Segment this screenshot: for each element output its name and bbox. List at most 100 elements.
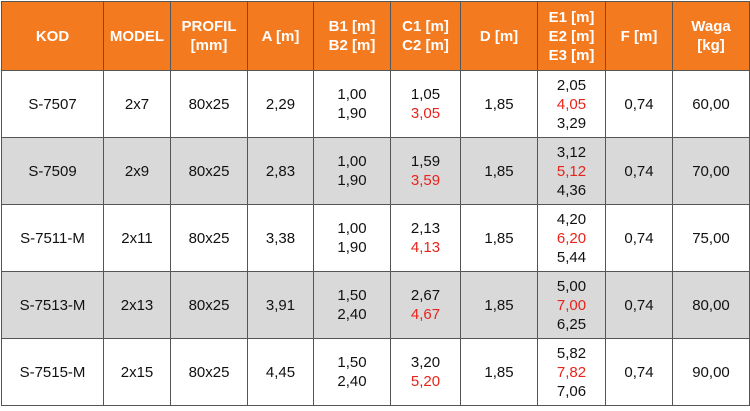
cell-line: 80x25 bbox=[188, 363, 230, 381]
cell-line: 7,00 bbox=[556, 296, 587, 314]
cell-line: PROFIL bbox=[181, 18, 237, 35]
cell-line: 1,59 bbox=[410, 153, 441, 170]
table-cell: 1,05 3,05 bbox=[390, 70, 461, 138]
cell-line: 5,00 bbox=[556, 277, 587, 295]
cell-line: 2,13 bbox=[410, 220, 441, 237]
cell-line: [mm] bbox=[190, 37, 228, 54]
table-cell: 4,20 6,20 5,44 bbox=[537, 204, 606, 272]
header-cell: PROFIL [mm] bbox=[170, 1, 248, 71]
cell-line: S-7507 bbox=[28, 95, 77, 113]
table-cell: S-7507 bbox=[1, 70, 104, 138]
table-cell: 3,12 5,12 4,36 bbox=[537, 137, 606, 205]
table-cell: 3,38 bbox=[247, 204, 314, 272]
cell-line: 1,85 bbox=[484, 95, 514, 113]
table-cell: 1,00 1,90 bbox=[313, 204, 391, 272]
table-cell: 2x13 bbox=[103, 271, 171, 339]
cell-line: 3,91 bbox=[265, 296, 296, 314]
cell-line: 5,12 bbox=[556, 162, 587, 180]
header-cell: A [m] bbox=[247, 1, 314, 71]
cell-line: 4,36 bbox=[556, 181, 587, 199]
cell-line: 2x7 bbox=[124, 95, 150, 113]
table-cell: 2x9 bbox=[103, 137, 171, 205]
cell-line: 5,82 bbox=[556, 344, 587, 362]
cell-line: 0,74 bbox=[624, 95, 654, 113]
cell-line: 0,74 bbox=[624, 229, 654, 247]
cell-line: 4,20 bbox=[556, 210, 587, 228]
cell-line: 5,20 bbox=[410, 373, 441, 390]
cell-line: 2x15 bbox=[120, 363, 154, 381]
table-cell: 3,20 5,20 bbox=[390, 338, 461, 406]
cell-line: 1,00 bbox=[337, 86, 367, 103]
cell-line: B1 [m] bbox=[328, 18, 376, 35]
cell-line: 75,00 bbox=[692, 229, 730, 247]
table-cell: 0,74 bbox=[605, 70, 673, 138]
table-cell: 60,00 bbox=[672, 70, 750, 138]
cell-line: 1,90 bbox=[337, 172, 367, 189]
cell-line: C2 [m] bbox=[402, 37, 449, 54]
cell-line: E2 [m] bbox=[548, 27, 595, 45]
cell-line: 1,90 bbox=[337, 105, 367, 122]
table-cell: 2x7 bbox=[103, 70, 171, 138]
header-cell: KOD bbox=[1, 1, 104, 71]
cell-line: 80x25 bbox=[188, 162, 230, 180]
cell-line: 2,67 bbox=[410, 287, 441, 304]
cell-line: 1,85 bbox=[484, 296, 514, 314]
table-cell: 80x25 bbox=[170, 338, 248, 406]
table-cell: 0,74 bbox=[605, 204, 673, 272]
header-cell: F [m] bbox=[605, 1, 673, 71]
table-cell: 1,50 2,40 bbox=[313, 271, 391, 339]
table-cell: 0,74 bbox=[605, 338, 673, 406]
table-cell: 80x25 bbox=[170, 70, 248, 138]
table-cell: 80x25 bbox=[170, 137, 248, 205]
cell-line: 3,29 bbox=[556, 114, 587, 132]
table-cell: 1,85 bbox=[460, 70, 538, 138]
table-cell: 2,29 bbox=[247, 70, 314, 138]
table-cell: 1,00 1,90 bbox=[313, 70, 391, 138]
cell-line: 2,83 bbox=[265, 162, 296, 180]
header-cell: MODEL bbox=[103, 1, 171, 71]
cell-line: 80x25 bbox=[188, 296, 230, 314]
cell-line: C1 [m] bbox=[402, 18, 449, 35]
cell-line: 1,85 bbox=[484, 363, 514, 381]
table-cell: 1,85 bbox=[460, 137, 538, 205]
cell-line: 5,44 bbox=[556, 248, 587, 266]
cell-line: 0,74 bbox=[624, 363, 654, 381]
cell-line: 1,00 bbox=[337, 153, 367, 170]
cell-line: A [m] bbox=[261, 27, 300, 45]
cell-line: S-7511-M bbox=[20, 229, 85, 247]
table-cell: 2,13 4,13 bbox=[390, 204, 461, 272]
cell-line: 80x25 bbox=[188, 229, 230, 247]
cell-line: 1,50 bbox=[337, 287, 367, 304]
table-cell: 80x25 bbox=[170, 204, 248, 272]
table-cell: 5,82 7,82 7,06 bbox=[537, 338, 606, 406]
cell-line: 0,74 bbox=[624, 296, 654, 314]
header-cell: B1 [m] B2 [m] bbox=[313, 1, 391, 71]
cell-line: 7,06 bbox=[556, 382, 587, 400]
cell-line: 6,25 bbox=[556, 315, 587, 333]
cell-line: 6,20 bbox=[556, 229, 587, 247]
cell-line: Waga bbox=[691, 18, 731, 35]
cell-line: E1 [m] bbox=[548, 8, 595, 26]
table-cell: 90,00 bbox=[672, 338, 750, 406]
cell-line: 7,82 bbox=[556, 363, 587, 381]
cell-line: 4,45 bbox=[265, 363, 296, 381]
table-cell: 2,05 4,05 3,29 bbox=[537, 70, 606, 138]
cell-line: S-7515-M bbox=[19, 363, 86, 381]
cell-line: 4,05 bbox=[556, 95, 587, 113]
table-row: S-7509 2x9 80x25 2,83 1,00 1,90 1,59 3,59 1,85 3,… bbox=[1, 137, 750, 205]
table-cell: 0,74 bbox=[605, 137, 673, 205]
cell-line: 2,29 bbox=[265, 95, 296, 113]
header-cell: Waga [kg] bbox=[672, 1, 750, 71]
cell-line: E3 [m] bbox=[548, 46, 595, 64]
table-cell: 1,85 bbox=[460, 338, 538, 406]
cell-line: 4,67 bbox=[410, 306, 441, 323]
cell-line: B2 [m] bbox=[328, 37, 376, 54]
table-cell: 1,50 2,40 bbox=[313, 338, 391, 406]
cell-line: 2,40 bbox=[337, 373, 367, 390]
table-cell: S-7511-M bbox=[1, 204, 104, 272]
cell-line: 1,90 bbox=[337, 239, 367, 256]
cell-line: 3,12 bbox=[556, 143, 587, 161]
table-cell: 80,00 bbox=[672, 271, 750, 339]
table-cell: 2,67 4,67 bbox=[390, 271, 461, 339]
